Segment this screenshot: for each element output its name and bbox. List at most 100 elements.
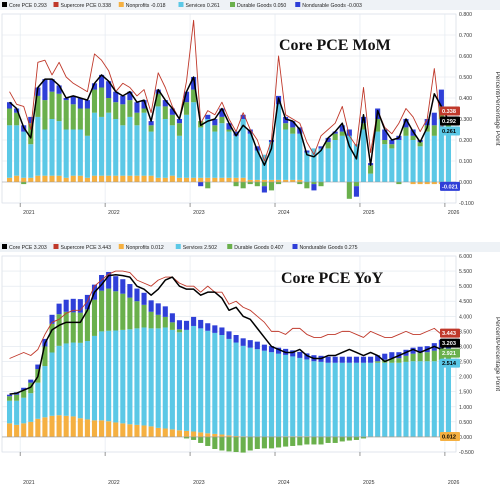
bar-nonprofits xyxy=(134,424,140,437)
bar-services xyxy=(84,341,90,420)
bar-nonprofits xyxy=(134,175,140,182)
bar-nondurable xyxy=(127,284,133,298)
bar-durable xyxy=(276,182,282,185)
value-tag-bg xyxy=(440,181,460,191)
bar-nonprofits xyxy=(120,423,126,437)
bar-nondurable xyxy=(353,356,359,363)
bar-services xyxy=(134,125,140,176)
bar-services xyxy=(219,123,225,178)
bar-nonprofits xyxy=(233,177,239,182)
bar-services xyxy=(438,119,444,182)
legend-swatch-durable xyxy=(227,244,233,249)
bar-nonprofits xyxy=(99,420,105,437)
bar-services xyxy=(99,116,105,176)
bar-services xyxy=(56,345,62,416)
y-tick-label: -0.100 xyxy=(459,201,474,207)
bar-services xyxy=(254,349,260,437)
bar-nondurable xyxy=(134,102,140,113)
bar-durable xyxy=(318,182,324,187)
bar-durable xyxy=(127,100,133,117)
bar-nonprofits xyxy=(106,421,112,437)
bar-services xyxy=(445,360,452,437)
bar-services xyxy=(396,140,402,182)
bar-services xyxy=(368,173,374,182)
bar-durable xyxy=(353,182,359,187)
bar-services xyxy=(106,112,112,176)
bar-services xyxy=(205,330,211,434)
bar-services xyxy=(176,332,182,431)
legend-swatch-nonprofits xyxy=(118,244,124,249)
bar-durable xyxy=(311,182,317,185)
legend-swatch-nondurable xyxy=(292,244,298,249)
x-tick-label: 2024 xyxy=(278,210,290,216)
bar-nondurable xyxy=(226,123,232,130)
value-tag-core: 3.203 xyxy=(440,338,460,348)
bar-services xyxy=(35,116,41,176)
bar-nondurable xyxy=(403,119,409,128)
bar-nonprofits xyxy=(226,435,232,437)
bar-nonprofits xyxy=(212,433,218,437)
x-tick-label: 2022 xyxy=(108,480,120,486)
bar-durable xyxy=(113,102,119,119)
bar-nondurable xyxy=(84,294,90,310)
bar-services xyxy=(247,133,253,180)
bar-nondurable xyxy=(304,353,310,360)
bar-services xyxy=(346,135,352,182)
bar-services xyxy=(148,328,154,427)
bar-durable xyxy=(155,93,161,107)
bar-durable xyxy=(382,140,388,145)
value-tag-text: 0.338 xyxy=(442,109,456,115)
legend-swatch-nondurable xyxy=(295,2,301,7)
bar-services xyxy=(389,148,395,182)
legend-swatch-durable xyxy=(230,2,235,7)
bar-nonprofits xyxy=(84,419,90,437)
bar-nonprofits xyxy=(205,433,211,437)
bar-durable xyxy=(120,104,126,126)
value-tag-bg xyxy=(440,338,460,348)
bar-durable xyxy=(375,119,381,132)
legend-swatch-supercore xyxy=(53,244,59,249)
y-tick-label: 4.000 xyxy=(459,314,472,320)
bar-services xyxy=(396,362,402,437)
bar-durable xyxy=(70,312,76,343)
bar-durable xyxy=(268,436,275,449)
bar-durable xyxy=(212,436,218,449)
bar-nondurable xyxy=(56,85,62,94)
value-tag-text: 0.292 xyxy=(442,119,456,125)
bar-durable xyxy=(254,182,260,187)
bar-nondurable xyxy=(261,186,267,193)
bar-durable xyxy=(106,98,112,113)
bar-nonprofits xyxy=(70,416,76,437)
bar-durable xyxy=(120,293,126,330)
bar-services xyxy=(382,362,388,437)
bar-durable xyxy=(360,123,367,130)
legend-label-durable: Durable Goods 0.050 xyxy=(237,3,286,9)
bar-nondurable xyxy=(127,91,133,101)
bar-services xyxy=(276,353,282,437)
bar-services xyxy=(304,359,310,437)
bar-nondurable xyxy=(162,306,168,317)
value-tag-text: 3.443 xyxy=(442,331,456,337)
bar-nondurable xyxy=(254,341,260,350)
bar-durable xyxy=(198,436,204,443)
y-axis-label: Percent/Percentage Point xyxy=(494,317,500,391)
bar-services xyxy=(63,343,69,416)
bar-durable xyxy=(297,436,303,446)
bar-nonprofits xyxy=(91,175,98,182)
bar-nonprofits xyxy=(113,175,119,182)
bar-services xyxy=(261,154,267,180)
bar-nonprofits xyxy=(42,417,48,437)
bar-nondurable xyxy=(325,137,331,143)
bar-services xyxy=(21,131,27,178)
bar-durable xyxy=(226,436,232,452)
bar-nonprofits xyxy=(6,177,13,182)
bar-nonprofits xyxy=(6,423,13,437)
bar-services xyxy=(28,393,34,422)
bar-nondurable xyxy=(162,100,168,107)
bar-services xyxy=(205,119,211,178)
bar-durable xyxy=(63,100,69,130)
bar-durable xyxy=(14,394,20,401)
y-tick-label: 0.200 xyxy=(459,138,472,144)
value-tag-supercore: 0.338 xyxy=(440,106,460,116)
